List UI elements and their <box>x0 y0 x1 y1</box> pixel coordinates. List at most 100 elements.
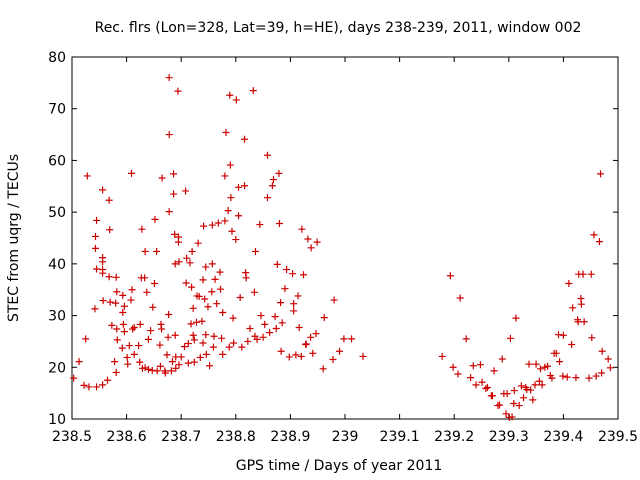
data-point <box>183 254 191 262</box>
data-point <box>559 331 567 339</box>
data-point <box>128 286 136 294</box>
x-tick-label: 239.4 <box>543 429 583 445</box>
data-point <box>195 292 203 300</box>
data-point <box>302 340 310 348</box>
data-point <box>598 369 606 377</box>
data-point <box>229 314 237 322</box>
data-point <box>172 364 180 372</box>
data-point <box>469 362 477 370</box>
data-point <box>182 187 190 195</box>
data-point <box>228 227 236 235</box>
data-point <box>529 396 537 404</box>
data-point <box>163 351 171 359</box>
data-point <box>182 279 190 287</box>
data-point <box>241 135 249 143</box>
data-point <box>226 161 234 169</box>
data-point <box>598 347 606 355</box>
data-point <box>130 323 138 331</box>
data-point <box>217 285 225 293</box>
data-point <box>579 270 587 278</box>
data-point <box>275 169 283 177</box>
data-point <box>208 221 216 229</box>
data-point <box>113 336 121 344</box>
data-point <box>199 276 207 284</box>
data-point <box>559 372 567 380</box>
data-point <box>123 353 131 361</box>
data-point <box>219 308 227 316</box>
data-point <box>289 270 297 278</box>
data-point <box>250 288 258 296</box>
data-point <box>319 365 327 373</box>
data-point <box>93 216 101 224</box>
data-point <box>503 390 511 398</box>
data-point <box>170 170 178 178</box>
data-point <box>91 305 99 313</box>
data-point <box>168 358 176 366</box>
data-point <box>261 320 269 328</box>
data-point <box>307 244 315 252</box>
data-point <box>213 300 221 308</box>
data-point <box>244 337 252 345</box>
data-point <box>604 355 612 363</box>
data-point <box>141 274 149 282</box>
x-tick-label: 238.5 <box>52 429 92 445</box>
data-point <box>202 350 210 358</box>
data-point <box>153 247 161 255</box>
data-point <box>184 359 192 367</box>
data-point <box>106 298 114 306</box>
data-point <box>125 342 133 350</box>
data-point <box>158 325 166 333</box>
data-point <box>167 367 175 375</box>
data-point <box>588 334 596 342</box>
data-point <box>221 217 229 225</box>
data-point <box>161 369 169 377</box>
data-point <box>574 318 582 326</box>
data-point <box>201 295 209 303</box>
data-point <box>187 320 195 328</box>
data-point <box>151 215 159 223</box>
data-point <box>241 182 249 190</box>
data-point <box>136 358 144 366</box>
data-point <box>127 296 135 304</box>
data-point <box>149 303 157 311</box>
data-point <box>506 334 514 342</box>
y-axis-label: STEC from uqrg / TECUs <box>6 154 22 322</box>
data-point <box>268 182 276 190</box>
data-point <box>227 194 235 202</box>
data-point <box>290 307 298 315</box>
data-point <box>226 91 234 99</box>
data-point <box>184 339 192 347</box>
data-point <box>124 360 132 368</box>
data-point <box>232 96 240 104</box>
data-point <box>277 347 285 355</box>
data-point <box>446 272 454 280</box>
data-point <box>158 174 166 182</box>
data-point <box>563 373 571 381</box>
data-point <box>105 273 113 281</box>
data-point <box>585 374 593 382</box>
data-point <box>190 336 198 344</box>
data-point <box>595 238 603 246</box>
y-tick-label: 50 <box>48 205 66 221</box>
data-point <box>569 304 577 312</box>
data-point <box>174 238 182 246</box>
data-point <box>211 275 219 283</box>
data-point <box>263 194 271 202</box>
data-point <box>242 274 250 282</box>
data-point <box>462 335 470 343</box>
data-point <box>580 318 588 326</box>
data-point <box>99 186 107 194</box>
data-point <box>535 377 543 385</box>
data-point <box>577 300 585 308</box>
data-point <box>275 220 283 228</box>
data-point <box>199 339 207 347</box>
data-point <box>202 331 210 339</box>
data-point <box>527 386 535 394</box>
data-point <box>484 383 492 391</box>
data-point <box>186 259 194 267</box>
data-point <box>597 170 605 178</box>
data-point <box>105 196 113 204</box>
data-point <box>171 331 179 339</box>
data-point <box>118 344 126 352</box>
x-tick-label: 239.5 <box>598 429 638 445</box>
